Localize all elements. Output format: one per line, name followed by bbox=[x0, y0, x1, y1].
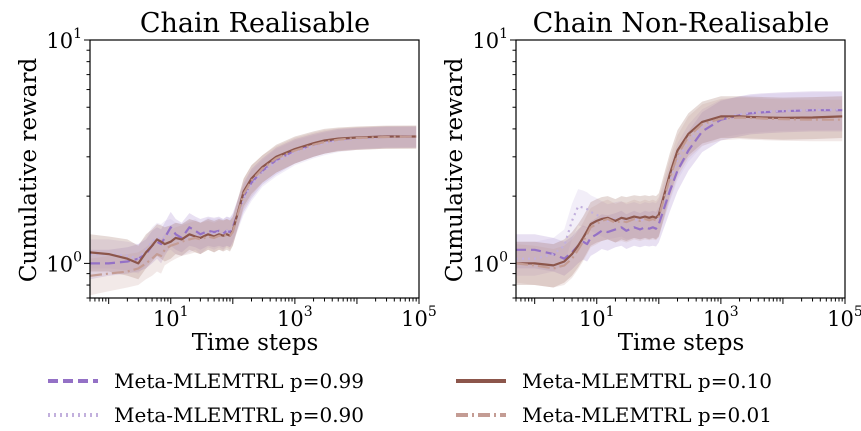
y-axis-label: Cumulative reward bbox=[16, 58, 42, 283]
legend-entry: Meta-MLEMTRL p=0.99 bbox=[48, 369, 364, 393]
legend-entry: Meta-MLEMTRL p=0.01 bbox=[456, 403, 772, 427]
plot-frame bbox=[89, 39, 420, 299]
legend-label: Meta-MLEMTRL p=0.99 bbox=[114, 369, 364, 393]
y-tick-label: 100 bbox=[46, 249, 82, 276]
x-axis-label: Time steps bbox=[192, 330, 319, 356]
band-1 bbox=[516, 91, 843, 276]
legend-label: Meta-MLEMTRL p=0.90 bbox=[114, 403, 364, 427]
y-tick-label: 100 bbox=[472, 249, 508, 276]
band-2 bbox=[516, 96, 843, 288]
legend-entry: Meta-MLEMTRL p=0.10 bbox=[456, 369, 772, 393]
band-3 bbox=[90, 125, 417, 296]
panel-chain-non-realisable: Chain Non-Realisable Cumulative reward T… bbox=[442, 8, 861, 356]
x-tick-label: 103 bbox=[277, 304, 313, 331]
series-line-3 bbox=[515, 116, 843, 270]
confidence-bands bbox=[90, 125, 417, 296]
confidence-bands bbox=[516, 91, 843, 288]
band-0 bbox=[516, 91, 843, 276]
series-line-3 bbox=[89, 135, 417, 277]
legend-label: Meta-MLEMTRL p=0.10 bbox=[522, 369, 772, 393]
series-lines bbox=[515, 108, 843, 270]
x-tick-label: 103 bbox=[703, 304, 739, 331]
axis-ticks: 101 103 105 100 101 bbox=[472, 26, 861, 331]
y-tick-label: 101 bbox=[46, 26, 82, 53]
chart-title: Chain Realisable bbox=[140, 8, 370, 39]
y-axis-label: Cumulative reward bbox=[442, 58, 468, 283]
band-3 bbox=[516, 97, 843, 288]
axis-ticks: 101 103 105 100 101 bbox=[46, 26, 436, 331]
legend-label: Meta-MLEMTRL p=0.01 bbox=[522, 403, 772, 427]
plot-frame bbox=[515, 39, 846, 299]
series-line-2 bbox=[89, 135, 417, 265]
x-tick-label: 105 bbox=[401, 304, 437, 331]
series-line-2 bbox=[516, 115, 843, 267]
chart-title: Chain Non-Realisable bbox=[533, 8, 830, 39]
series-lines bbox=[89, 135, 417, 277]
band-1 bbox=[90, 126, 417, 274]
x-tick-label: 101 bbox=[153, 304, 189, 331]
x-tick-label: 101 bbox=[579, 304, 615, 331]
y-tick-label: 101 bbox=[472, 26, 508, 53]
legend-entry: Meta-MLEMTRL p=0.90 bbox=[48, 403, 364, 427]
series-line-1 bbox=[90, 135, 417, 260]
x-tick-label: 105 bbox=[827, 304, 861, 331]
legend: Meta-MLEMTRL p=0.99 Meta-MLEMTRL p=0.90 … bbox=[48, 369, 772, 427]
panel-chain-realisable: Chain Realisable Cumulative reward Time … bbox=[16, 8, 437, 356]
x-axis-label: Time steps bbox=[618, 330, 745, 356]
